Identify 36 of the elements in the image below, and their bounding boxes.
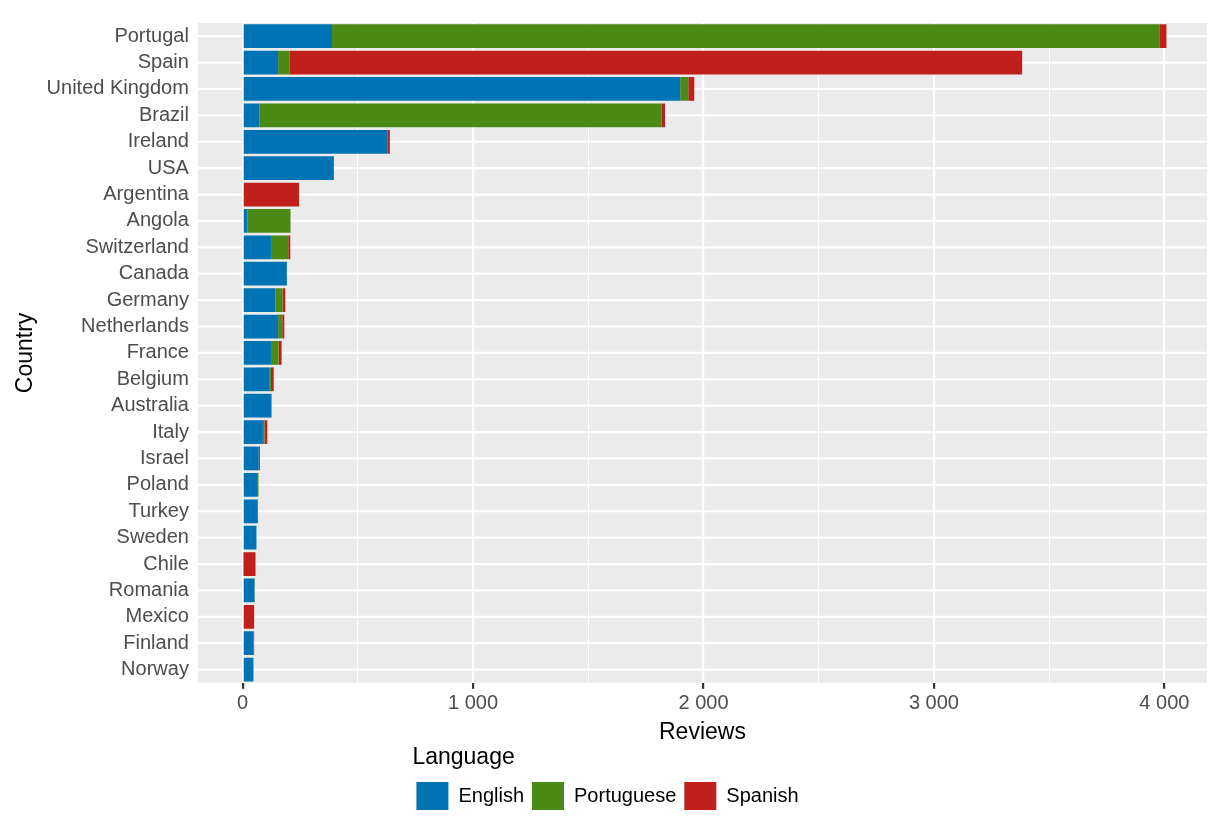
y-tick-label: Italy [152, 419, 189, 442]
x-tick-label: 0 [237, 691, 249, 714]
y-tick-label: Switzerland [85, 234, 189, 257]
y-tick-label: Germany [106, 287, 189, 310]
y-tick-label: Poland [126, 472, 189, 495]
y-tick-label: Argentina [103, 182, 190, 205]
y-tick-label: Finland [123, 630, 189, 653]
y-tick-label: Romania [108, 577, 190, 600]
legend-label: English [458, 783, 525, 806]
y-tick-label: United Kingdom [46, 76, 189, 99]
y-axis-title: Country [11, 312, 38, 394]
x-tick-label: 3 000 [908, 691, 959, 714]
x-tick-label: 1 000 [448, 691, 499, 714]
x-axis-title: Reviews [658, 717, 746, 744]
y-tick-label: Sweden [116, 525, 189, 548]
y-tick-label: Portugal [114, 23, 189, 46]
y-tick-label: Netherlands [81, 314, 189, 337]
y-tick-label: Turkey [128, 498, 189, 521]
y-tick-label: Norway [121, 657, 189, 680]
y-tick-label: Canada [118, 261, 190, 284]
y-tick-label: Chile [143, 551, 189, 574]
y-tick-label: Angola [126, 208, 190, 231]
x-tick-label: 2 000 [678, 691, 729, 714]
y-tick-label: France [126, 340, 189, 363]
y-tick-label: USA [147, 155, 190, 178]
y-tick-label: Spain [137, 50, 189, 73]
legend-title: Language [412, 743, 515, 770]
y-tick-label: Ireland [127, 129, 189, 152]
legend-label: Spanish [726, 783, 799, 806]
legend-label: Portuguese [574, 783, 677, 806]
y-tick-label: Australia [111, 393, 190, 416]
y-tick-label: Belgium [116, 366, 189, 389]
y-tick-label: Brazil [138, 102, 189, 125]
y-tick-label: Mexico [125, 604, 189, 627]
y-tick-label: Israel [140, 445, 189, 468]
x-tick-label: 4 000 [1139, 691, 1190, 714]
